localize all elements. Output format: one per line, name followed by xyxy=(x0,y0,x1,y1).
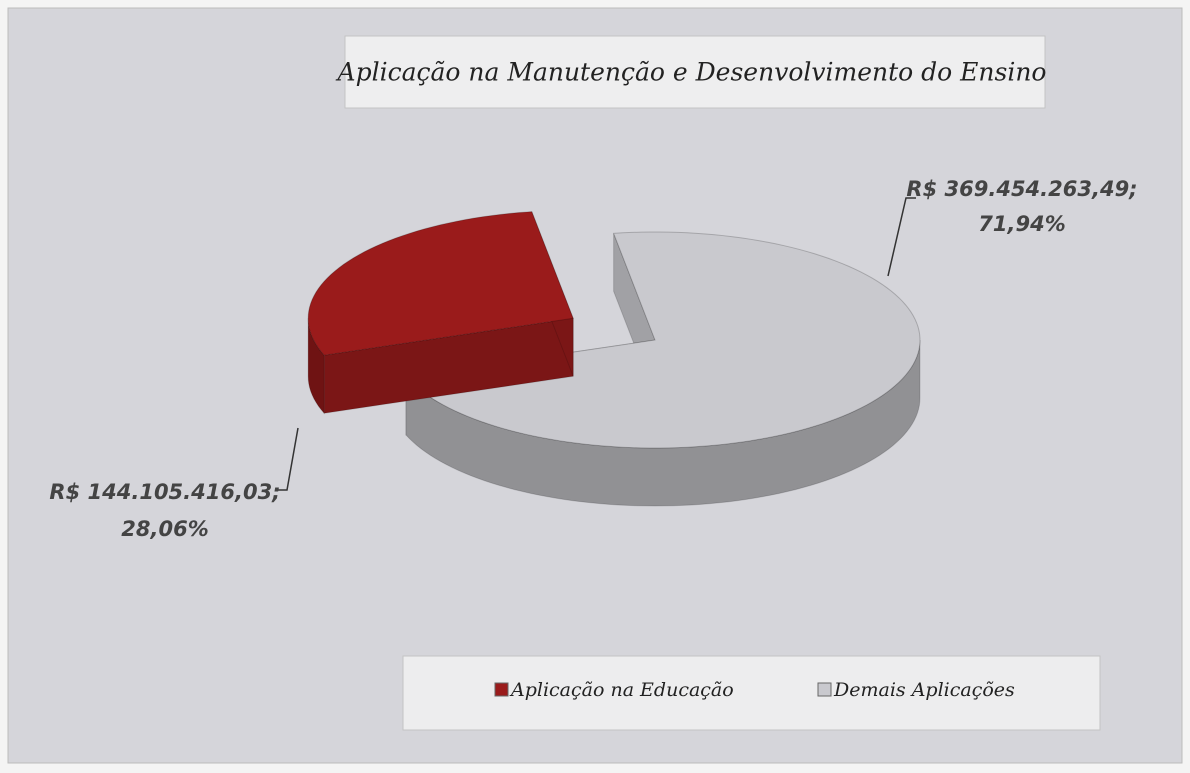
legend-box xyxy=(402,655,1101,731)
slice-side xyxy=(405,339,921,507)
data-label: 28,06% xyxy=(121,517,208,541)
legend-swatch xyxy=(494,682,509,697)
chart-title: Aplicação na Manutenção e Desenvolviment… xyxy=(336,58,1047,87)
pie-slice xyxy=(307,211,574,356)
data-label: R$ 369.454.263,49; xyxy=(906,177,1137,201)
leader-line xyxy=(278,427,299,491)
legend-label: Demais Aplicações xyxy=(833,679,1015,701)
legend-swatch xyxy=(817,682,832,697)
data-label: R$ 144.105.416,03; xyxy=(49,480,280,504)
legend-label: Aplicação na Educação xyxy=(509,679,734,701)
title-box xyxy=(344,35,1046,109)
legend: Aplicação na Educação Demais Aplicações xyxy=(494,679,1015,701)
pie xyxy=(307,211,921,507)
leader-line xyxy=(887,197,916,277)
data-label: 71,94% xyxy=(978,212,1065,236)
pie-slice xyxy=(404,231,921,449)
